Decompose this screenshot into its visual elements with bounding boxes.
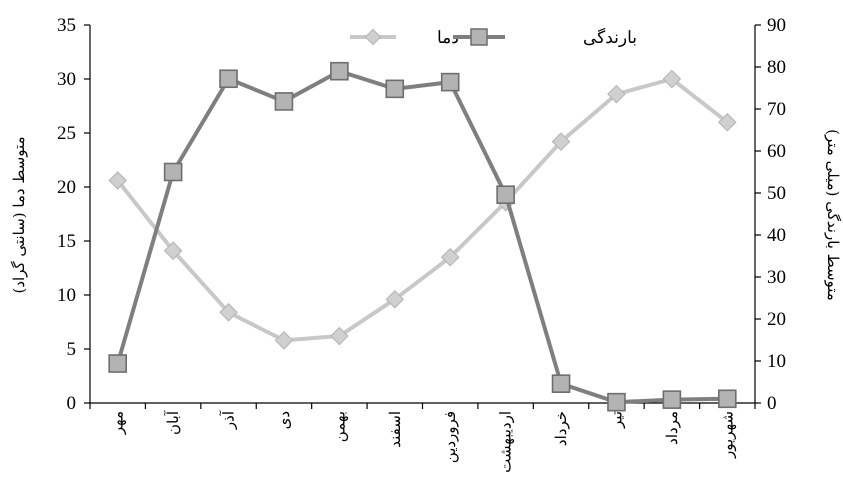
x-category-label: شهریور	[718, 411, 736, 459]
temperature-point	[108, 171, 128, 190]
chart-legend: دما بارندگی	[350, 27, 637, 48]
right-tick-label: 50	[767, 183, 786, 204]
temperature-point	[385, 289, 405, 309]
x-category-label: بهمن	[330, 411, 348, 442]
left-tick-label: 35	[57, 15, 76, 36]
precipitation-point	[551, 374, 571, 393]
x-category-label: مهر	[109, 411, 127, 435]
temperature-line-group	[108, 69, 737, 350]
chart-series	[108, 61, 737, 412]
right-tick-label: 90	[767, 15, 786, 36]
left-tick-label: 5	[67, 339, 77, 360]
x-category-label: اسفند	[386, 411, 404, 448]
left-tick-label: 10	[57, 285, 76, 306]
left-tick-label: 30	[57, 69, 76, 90]
right-tick-label: 10	[767, 351, 786, 372]
x-category-label: فروردین	[441, 411, 459, 463]
x-category-label: آبان	[164, 410, 182, 435]
x-category-label: اردیبهشت	[497, 411, 515, 473]
x-category-label: مرداد	[663, 411, 681, 445]
left-tick-label: 15	[57, 231, 76, 252]
right-tick-label: 20	[767, 309, 786, 330]
precipitation-point	[330, 61, 349, 81]
left-tick-label: 20	[57, 177, 76, 198]
temperature-point	[163, 241, 183, 261]
right-tick-label: 40	[767, 225, 786, 246]
legend-precipitation-label: بارندگی	[583, 27, 637, 48]
precipitation-point	[607, 392, 626, 412]
legend-precipitation-marker	[470, 28, 488, 46]
chart-axes	[84, 24, 761, 409]
legend-temperature: دما	[350, 28, 459, 48]
x-category-label: آذر	[220, 410, 238, 430]
temperature-line	[116, 77, 729, 343]
temperature-point	[662, 69, 682, 89]
right-tick-label: 30	[767, 267, 786, 288]
legend-precipitation: بارندگی	[453, 27, 637, 48]
right-tick-label: 60	[767, 141, 786, 162]
right-tick-label: 80	[767, 57, 786, 78]
temperature-point	[219, 302, 238, 322]
left-axis-title: متوسط دما (سانتی گراد)	[10, 136, 28, 293]
precipitation-point	[274, 92, 294, 111]
left-tick-label: 25	[57, 123, 76, 144]
precipitation-point	[662, 390, 682, 409]
right-tick-label: 70	[767, 99, 786, 120]
precipitation-line	[115, 69, 728, 405]
temperature-point	[440, 247, 460, 267]
precipitation-line-group	[108, 61, 737, 412]
temperature-point	[330, 326, 349, 346]
left-tick-label: 0	[67, 393, 77, 414]
precipitation-point	[219, 69, 238, 89]
precipitation-point	[163, 162, 183, 182]
temperature-point	[274, 331, 294, 350]
legend-temperature-label: دما	[437, 28, 459, 48]
right-axis-title: متوسط بارندگی (میلی متر)	[824, 129, 842, 301]
right-tick-label: 0	[767, 393, 777, 414]
precipitation-point	[496, 185, 515, 204]
precipitation-point	[108, 354, 128, 373]
x-category-label: تیر	[607, 411, 625, 429]
x-category-label: دی	[275, 411, 293, 429]
legend-temperature-marker	[364, 28, 382, 46]
precipitation-point	[385, 79, 405, 99]
tick-labels: 0 5 10 15 20 25 30 35 0 10 20 30 40 50 60 70 80 90 مهر آبان…	[57, 15, 786, 473]
x-category-label: خرداد	[552, 411, 570, 446]
temperature-point	[551, 132, 571, 151]
precipitation-point	[717, 389, 737, 409]
precipitation-point	[440, 72, 460, 92]
temperature-point	[607, 84, 626, 104]
temperature-point	[717, 112, 737, 132]
